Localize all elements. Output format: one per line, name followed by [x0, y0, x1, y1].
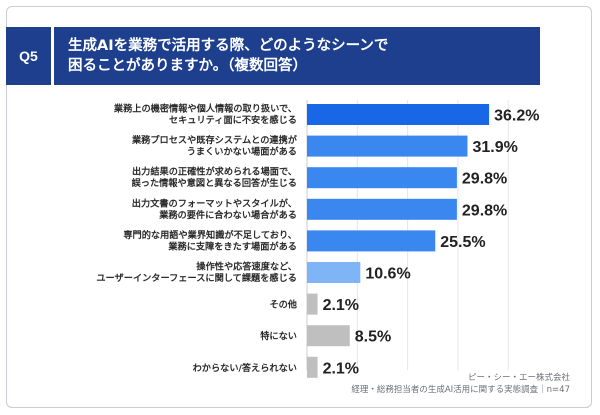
category-label-5-line-1: 専門的な用語や業界知識が不足しており、: [123, 229, 297, 241]
category-label-5-line-2: 業務に支障をきたす場面がある: [167, 240, 297, 252]
bar-5: [307, 230, 436, 252]
question-title-box: 生成AIを業務で活用する際、どのようなシーンで 困ることがありますか。（複数回答…: [54, 27, 540, 85]
source-company: ピー・シー・エー株式会社: [467, 373, 570, 383]
category-label-6-line-2: ユーザーインターフェースに関して課題を感じる: [96, 272, 297, 284]
question-title-line-2: 困ることがありますか。（複数回答）: [68, 58, 307, 74]
value-label-5: 25.5%: [440, 234, 485, 251]
question-number: Q5: [19, 48, 38, 64]
source-survey: 経理・総務担当者の生成AI活用に関する実態調査｜n=47: [351, 385, 570, 395]
category-label-1-line-1: 業務上の機密情報や個人情報の取り扱いで、: [113, 103, 297, 115]
category-label-4-line-1: 出力文書のフォーマットやスタイルが、: [132, 197, 297, 209]
category-label-6-line-1: 操作性や応答速度など、: [196, 261, 297, 273]
question-title-line-1: 生成AIを業務で活用する際、どのようなシーンで: [68, 38, 389, 54]
bar-9: [307, 356, 318, 378]
question-number-badge: Q5: [6, 27, 51, 85]
bar-6: [307, 262, 361, 283]
value-label-2: 31.9%: [472, 139, 517, 156]
value-label-7: 2.1%: [323, 297, 359, 314]
value-label-9: 2.1%: [323, 360, 359, 377]
category-label-2-line-2: うまくいかない場面がある: [187, 146, 297, 158]
value-label-8: 8.5%: [355, 329, 391, 346]
category-label-3-line-2: 誤った情報や意図と異なる回答が生じる: [132, 177, 297, 189]
value-label-3: 29.8%: [462, 171, 507, 188]
bar-7: [307, 293, 318, 315]
bar-4: [307, 198, 457, 220]
bar-8: [307, 325, 350, 347]
category-label-8-line-1: 特にない: [260, 330, 297, 342]
category-label-2-line-1: 業務プロセスや既存システムとの連携が: [131, 134, 298, 146]
value-label-6: 10.6%: [365, 266, 410, 283]
category-label-3-line-1: 出力結果の正確性が求められる場面で、: [132, 166, 297, 178]
bar-2: [307, 135, 468, 157]
category-label-7-line-1: その他: [269, 299, 297, 311]
value-label-1: 36.2%: [494, 108, 539, 125]
category-label-1-line-2: セキュリティ面に不安を感じる: [169, 114, 297, 126]
category-label-4-line-2: 業務の要件に合わない場合がある: [158, 209, 297, 221]
bar-1: [307, 104, 490, 125]
bar-3: [307, 167, 457, 189]
category-label-9-line-1: わからない/答えられない: [193, 362, 297, 374]
value-label-4: 29.8%: [462, 202, 507, 219]
